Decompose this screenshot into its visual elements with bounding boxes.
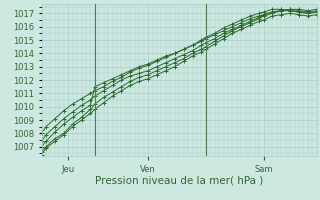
X-axis label: Pression niveau de la mer( hPa ): Pression niveau de la mer( hPa ) (95, 175, 263, 185)
